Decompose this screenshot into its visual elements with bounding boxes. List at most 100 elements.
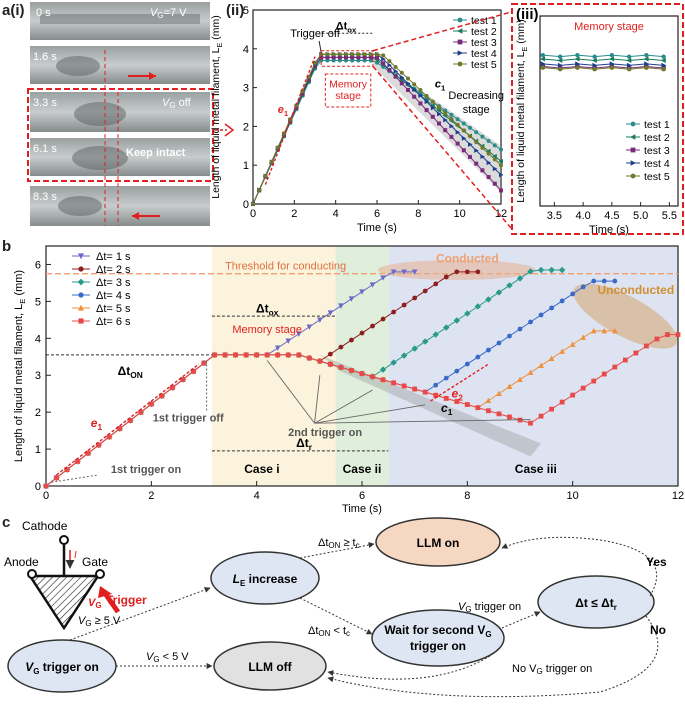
a3-point-0-4 [609, 52, 615, 58]
a3-point-4-5 [626, 67, 632, 72]
a2-point-2-14 [337, 55, 342, 60]
b-point-3-46 [528, 319, 533, 325]
a2-e1-slope [264, 56, 316, 185]
b-series-5 [43, 332, 681, 489]
a2-legend-marker-3 [457, 50, 463, 56]
a2-point-0-16 [350, 58, 355, 63]
photo-frame-3 [30, 138, 210, 176]
a3-ylabel: Length of liquid metal filament, LE (mm) [515, 19, 529, 203]
b-point-5-24 [296, 352, 302, 358]
b-point-1-36 [422, 288, 428, 294]
a3-point-0-5 [626, 54, 632, 59]
a2-point-2-18 [362, 55, 367, 60]
b-point-4-49 [559, 348, 565, 354]
a2-stage-label: stage [335, 90, 361, 102]
a2-point-1-29 [430, 103, 435, 108]
b-legend-label-2: Δt= 3 s [96, 277, 131, 289]
edge-ge5 [69, 587, 211, 641]
a2-point-3-32 [449, 123, 454, 129]
a2-point-4-21 [381, 53, 386, 58]
b-second-on-pointer-4 [314, 419, 531, 424]
b-ylabel: Length of liquid metal filament, LE (mm) [13, 270, 27, 462]
cathode-label: Cathode [22, 519, 68, 533]
a2-point-0-40 [499, 147, 503, 152]
a2-point-3-34 [461, 135, 467, 141]
a3-xtick-label-4: 5.5 [662, 210, 677, 222]
node-condition: Δt ≤ Δtr [537, 575, 655, 629]
frame-time-0: 0 s [36, 7, 51, 19]
b-point-5-41 [475, 405, 481, 411]
b-second-on-pointer-1 [314, 375, 321, 424]
a3-point-0-3 [592, 54, 597, 59]
b-point-0-33 [390, 269, 397, 275]
a2-point-4-19 [368, 52, 373, 57]
a2-legend-2: test 3 [453, 37, 497, 49]
a3-legend-marker-1 [630, 134, 636, 140]
a2-point-0-13 [331, 58, 336, 63]
b-point-1-29 [349, 337, 354, 343]
b-point-1-31 [370, 323, 375, 329]
a2-point-3-25 [406, 81, 411, 86]
a2-legend-marker-4 [457, 61, 463, 67]
a2-dtox-label: Δtox [336, 20, 357, 34]
a2-point-4-3 [269, 159, 274, 164]
a3-point-3-3 [592, 62, 598, 68]
b-unconducted-zone [573, 283, 678, 349]
b-point-5-20 [254, 352, 260, 358]
a2-legend-label-3: test 4 [471, 48, 497, 60]
b-point-5-42 [486, 408, 491, 414]
panel-label-c: c [2, 514, 11, 531]
b-point-5-58 [654, 336, 660, 342]
b-case-ii-bg [335, 246, 389, 486]
b-point-3-49 [559, 298, 565, 304]
b-legend-marker-1 [78, 266, 84, 272]
a3-point-1-1 [557, 57, 563, 64]
b-point-5-47 [538, 413, 544, 419]
b-point-2-46 [527, 268, 534, 275]
a3-line-3 [542, 63, 664, 66]
a3-point-0-7 [661, 54, 666, 59]
b-point-3-42 [486, 347, 491, 353]
a2-point-4-13 [331, 52, 336, 57]
a2-xtick-label-3: 6 [374, 208, 380, 220]
node-wait: Wait for second VG trigger on [371, 609, 505, 667]
a3-point-4-4 [609, 65, 615, 70]
a3-point-4-2 [575, 65, 580, 70]
b-ytick-label-4: 4 [35, 333, 41, 345]
vg-off-label: VG off [162, 97, 192, 110]
a2-point-3-21 [381, 56, 386, 62]
a3-legend-marker-3 [630, 160, 636, 166]
trigger-label: Trigger [106, 593, 147, 607]
b-ytick-label-6: 6 [35, 259, 41, 271]
a3-legend-1: test 2 [626, 132, 670, 144]
a2-point-4-23 [393, 64, 398, 69]
a3-series-4 [540, 65, 666, 72]
b-point-5-32 [380, 377, 386, 383]
edge-no-vg [327, 655, 491, 680]
a2-point-2-26 [412, 94, 417, 99]
b-xtick-label-0: 0 [43, 490, 49, 502]
a3-outer-box [511, 3, 684, 235]
frame-time-2: 3.3 s [33, 97, 57, 109]
a2-point-0-18 [362, 58, 367, 63]
a2-point-4-17 [356, 52, 361, 57]
b-point-5-2 [64, 467, 70, 473]
a2-xtick-label-2: 4 [333, 208, 339, 220]
b-point-3-48 [549, 305, 554, 311]
a2-point-2-32 [449, 134, 454, 139]
b-point-0-22 [274, 345, 281, 351]
b-case-i-bg [211, 246, 336, 486]
b-decay-band [319, 354, 542, 457]
b-point-5-33 [391, 380, 396, 386]
b-point-5-6 [106, 434, 112, 440]
a2-point-4-30 [437, 105, 441, 110]
b-point-5-57 [644, 343, 649, 349]
b-point-0-28 [338, 303, 344, 309]
a2-point-4-2 [263, 173, 268, 178]
b-point-1-38 [443, 274, 449, 280]
a2-point-3-40 [499, 172, 504, 178]
b-case-ii-label: Case ii [343, 462, 382, 476]
a2-point-0-12 [325, 58, 330, 63]
a2-xtick-label-4: 8 [415, 208, 421, 220]
b-ytick-label-2: 2 [35, 407, 41, 419]
